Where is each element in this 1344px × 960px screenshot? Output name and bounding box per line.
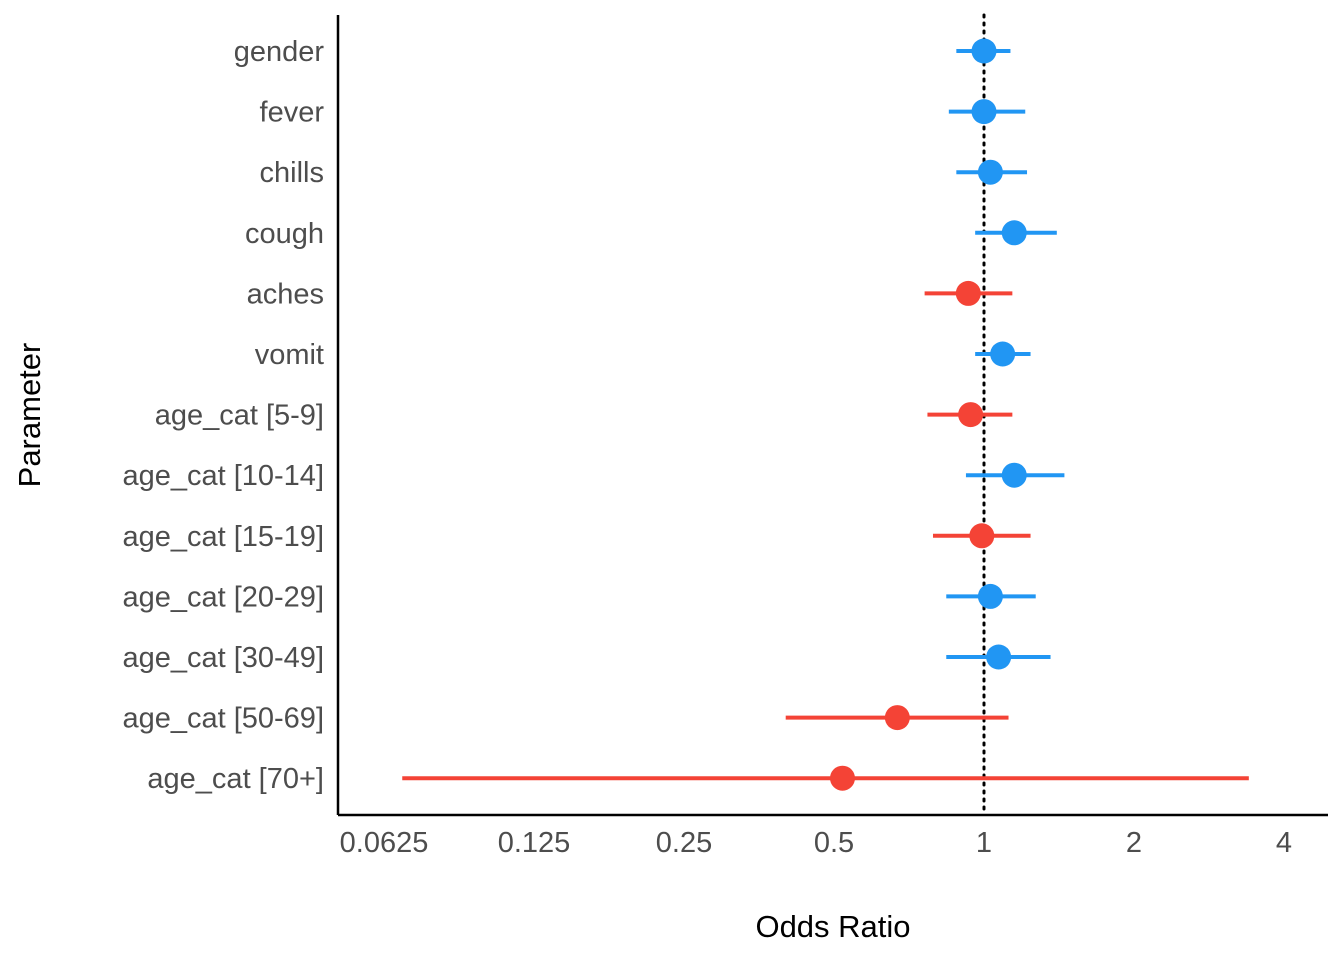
estimate-point-vomit xyxy=(990,341,1016,367)
y-tick-label-age-cat-50-69: age_cat [50-69] xyxy=(122,703,324,735)
estimate-point-age-cat-5-9 xyxy=(958,402,984,428)
y-tick-label-age-cat-30-49: age_cat [30-49] xyxy=(122,642,324,674)
x-tick-label-0-0625: 0.0625 xyxy=(340,827,429,859)
estimate-point-cough xyxy=(1001,220,1027,246)
y-tick-label-aches: aches xyxy=(247,278,324,310)
y-tick-label-fever: fever xyxy=(260,97,325,129)
y-tick-label-vomit: vomit xyxy=(255,339,324,371)
estimate-point-age-cat-10-14 xyxy=(1001,462,1027,488)
estimate-point-age-cat-20-29 xyxy=(977,583,1003,609)
y-axis-title: Parameter xyxy=(12,343,47,488)
estimate-point-age-cat-70 xyxy=(829,765,855,791)
x-tick-label-4: 4 xyxy=(1276,827,1292,859)
y-tick-label-age-cat-5-9: age_cat [5-9] xyxy=(155,400,324,432)
estimate-point-age-cat-30-49 xyxy=(986,644,1012,670)
x-tick-label-2: 2 xyxy=(1126,827,1142,859)
estimate-point-aches xyxy=(955,280,981,306)
x-tick-label-1: 1 xyxy=(976,827,992,859)
x-tick-labels: 0.0625 0.125 0.25 0.5 1 2 4 xyxy=(340,827,1292,859)
estimate-point-age-cat-15-19 xyxy=(969,523,995,549)
estimate-point-chills xyxy=(977,159,1003,185)
estimate-point-age-cat-50-69 xyxy=(884,705,910,731)
estimate-point-layer xyxy=(829,38,1027,791)
y-tick-labels: gender fever chills cough aches vomit age_cat … xyxy=(122,36,324,795)
y-tick-label-gender: gender xyxy=(234,36,325,68)
y-tick-label-age-cat-20-29: age_cat [20-29] xyxy=(122,581,324,613)
y-tick-label-chills: chills xyxy=(260,157,324,189)
estimate-point-gender xyxy=(971,38,997,64)
y-tick-label-age-cat-15-19: age_cat [15-19] xyxy=(122,521,324,553)
y-tick-label-age-cat-70: age_cat [70+] xyxy=(147,763,324,795)
x-tick-label-0-125: 0.125 xyxy=(498,827,571,859)
estimate-point-fever xyxy=(971,99,997,125)
confidence-interval-layer xyxy=(402,49,1249,781)
x-tick-label-0-25: 0.25 xyxy=(656,827,712,859)
y-tick-label-cough: cough xyxy=(245,218,324,250)
x-tick-label-0-5: 0.5 xyxy=(814,827,854,859)
y-tick-label-age-cat-10-14: age_cat [10-14] xyxy=(122,460,324,492)
x-axis-title: Odds Ratio xyxy=(755,909,910,944)
